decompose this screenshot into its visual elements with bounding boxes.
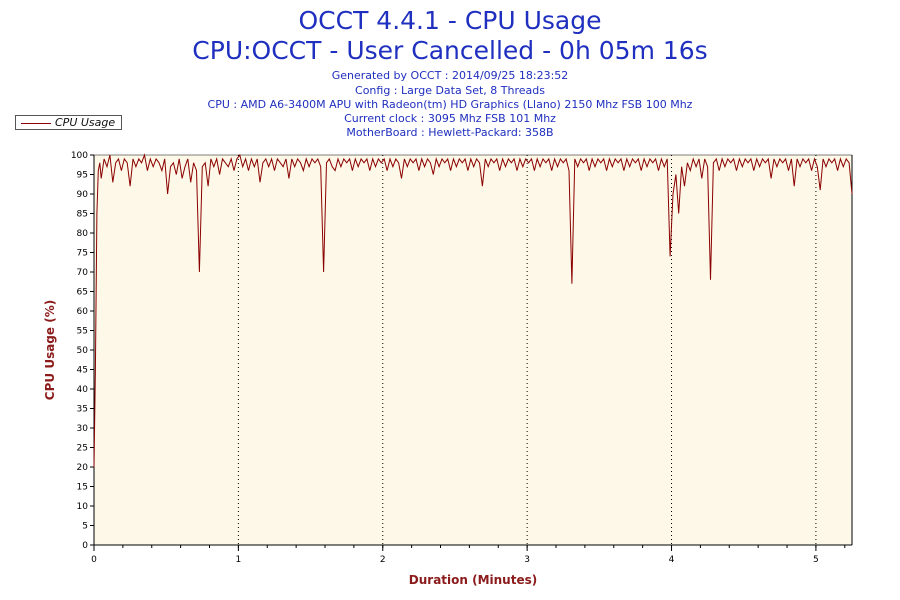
x-axis-title: Duration (Minutes) [409, 573, 537, 587]
info-generated: Generated by OCCT : 2014/09/25 18:23:52 [331, 69, 569, 82]
y-tick-label: 40 [77, 385, 89, 395]
y-tick-label: 45 [77, 366, 88, 376]
x-tick-label: 3 [524, 555, 530, 565]
x-tick-label: 4 [669, 555, 675, 565]
series-cpu-usage-line [93, 153, 853, 468]
y-tick-label: 90 [77, 190, 89, 200]
tick-marks: 0510152025303540455055606570758085909510… [71, 151, 846, 565]
y-tick-label: 0 [82, 541, 88, 551]
info-config: Config : Large Data Set, 8 Threads [355, 84, 545, 97]
y-tick-label: 35 [77, 405, 88, 415]
info-cpu: CPU : AMD A6-3400M APU with Radeon(tm) H… [207, 98, 693, 111]
legend-entry: CPU Usage [55, 116, 116, 129]
x-tick-label: 5 [813, 555, 819, 565]
info-clock: Current clock : 3095 Mhz FSB 101 Mhz [344, 112, 556, 125]
y-tick-label: 65 [77, 288, 88, 298]
chart-subtitle: CPU:OCCT - User Cancelled - 0h 05m 16s [192, 36, 708, 65]
chart-title: OCCT 4.4.1 - CPU Usage [298, 6, 602, 35]
legend-swatch [21, 123, 51, 124]
y-tick-label: 75 [77, 249, 88, 259]
chart-legend: CPU Usage [15, 115, 122, 130]
x-tick-label: 1 [236, 555, 242, 565]
y-tick-label: 60 [77, 307, 89, 317]
x-tick-label: 0 [91, 555, 97, 565]
x-tick-label: 2 [380, 555, 386, 565]
y-axis-title: CPU Usage (%) [43, 300, 57, 400]
y-tick-label: 5 [82, 522, 88, 532]
y-tick-label: 95 [77, 171, 88, 181]
y-tick-label: 20 [77, 463, 89, 473]
y-tick-label: 80 [77, 229, 89, 239]
y-tick-label: 85 [77, 210, 88, 220]
y-tick-label: 50 [77, 346, 89, 356]
y-tick-label: 100 [71, 151, 88, 161]
info-motherboard: MotherBoard : Hewlett-Packard: 358B [346, 126, 554, 139]
y-tick-label: 25 [77, 444, 88, 454]
plot-area [94, 155, 852, 545]
y-tick-label: 30 [77, 424, 89, 434]
y-tick-label: 15 [77, 483, 88, 493]
y-tick-label: 10 [77, 502, 89, 512]
y-tick-label: 55 [77, 327, 88, 337]
y-tick-label: 70 [77, 268, 89, 278]
